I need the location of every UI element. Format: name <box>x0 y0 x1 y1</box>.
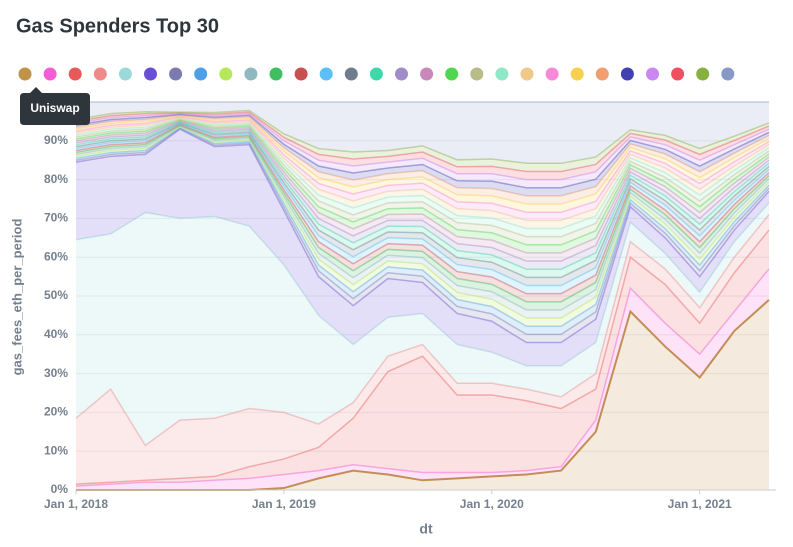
y-tick-label: 10% <box>44 443 68 457</box>
legend-dot <box>244 67 258 81</box>
legend-dot <box>721 67 735 81</box>
legend-dot <box>43 67 57 81</box>
plot-area <box>75 101 776 494</box>
area <box>76 202 769 446</box>
y-tick-label: 40% <box>44 327 68 341</box>
area-line <box>75 119 770 254</box>
x-tick-label: Jan 1, 2019 <box>252 497 316 511</box>
area-line <box>75 114 770 197</box>
area-line <box>75 128 770 344</box>
tooltip-box <box>20 87 90 125</box>
legend-dot <box>495 67 509 81</box>
area-line <box>75 202 770 367</box>
x-tick-label: Jan 1, 2020 <box>460 497 524 511</box>
legend-dot <box>194 67 208 81</box>
legend-dot <box>620 67 634 81</box>
x-axis-title: dt <box>419 521 433 537</box>
area-line <box>75 124 770 303</box>
legend-dot <box>18 67 32 81</box>
area-line <box>75 119 770 246</box>
legend-dot <box>294 67 308 81</box>
area-line <box>75 123 770 295</box>
legend-dot <box>169 67 183 81</box>
y-tick-label: 70% <box>44 211 68 225</box>
area-line <box>75 122 770 287</box>
area-line <box>75 214 770 447</box>
legend-dot <box>68 67 82 81</box>
area <box>76 129 769 366</box>
area-line <box>75 111 770 173</box>
legend-dot <box>646 67 659 81</box>
legend-dot <box>395 67 408 81</box>
area-line <box>75 117 770 230</box>
area-line <box>75 118 770 238</box>
legend <box>18 67 735 81</box>
y-tick-label: 0% <box>51 482 69 496</box>
area-line <box>75 127 770 336</box>
area-line <box>75 229 770 485</box>
y-tick-label: 80% <box>44 172 68 186</box>
chart-title: Gas Spenders Top 30 <box>16 15 219 37</box>
y-tick-label: 20% <box>44 405 68 419</box>
area-line <box>75 126 770 328</box>
area <box>76 214 769 485</box>
legend-dot <box>595 67 609 81</box>
area <box>76 122 769 286</box>
legend-dot <box>93 67 107 81</box>
x-tick-label: Jan 1, 2018 <box>44 497 108 511</box>
tooltip-text: Uniswap <box>30 101 79 115</box>
area-line <box>75 109 770 165</box>
y-tick-label: 60% <box>44 249 68 263</box>
legend-dot <box>470 67 484 81</box>
area-line <box>75 112 770 181</box>
area <box>76 230 769 487</box>
area-line <box>75 122 770 279</box>
legend-dot <box>420 67 434 81</box>
area-line <box>75 125 770 311</box>
y-tick-label: 30% <box>44 366 68 380</box>
area-line <box>75 113 770 189</box>
legend-dot <box>545 67 559 81</box>
area-line <box>75 116 770 222</box>
legend-dot <box>319 67 333 81</box>
area <box>76 121 769 270</box>
area <box>76 120 769 262</box>
area-line <box>75 268 770 487</box>
y-axis-title: gas_fees_eth_per_period <box>9 219 24 376</box>
legend-dot <box>144 67 157 81</box>
area-line <box>75 121 770 270</box>
tooltip: Uniswap <box>20 87 90 125</box>
legend-dot <box>696 67 710 81</box>
x-tick-label: Jan 1, 2021 <box>668 497 732 511</box>
y-tick-label: 50% <box>44 288 68 302</box>
area <box>76 102 769 164</box>
legend-dot <box>269 67 283 81</box>
legend-dot <box>344 67 358 81</box>
area-line <box>75 115 770 205</box>
legend-dot <box>570 67 584 81</box>
legend-dot <box>219 67 233 81</box>
y-tick-label: 90% <box>44 133 68 147</box>
legend-dot <box>520 67 534 81</box>
area-line <box>75 125 770 319</box>
area <box>76 122 769 278</box>
area-line <box>75 115 770 213</box>
legend-dot <box>118 67 132 81</box>
area-line <box>75 120 770 262</box>
legend-dot <box>445 67 459 81</box>
area <box>76 299 769 490</box>
legend-dot <box>671 67 685 81</box>
legend-dot <box>369 67 383 81</box>
